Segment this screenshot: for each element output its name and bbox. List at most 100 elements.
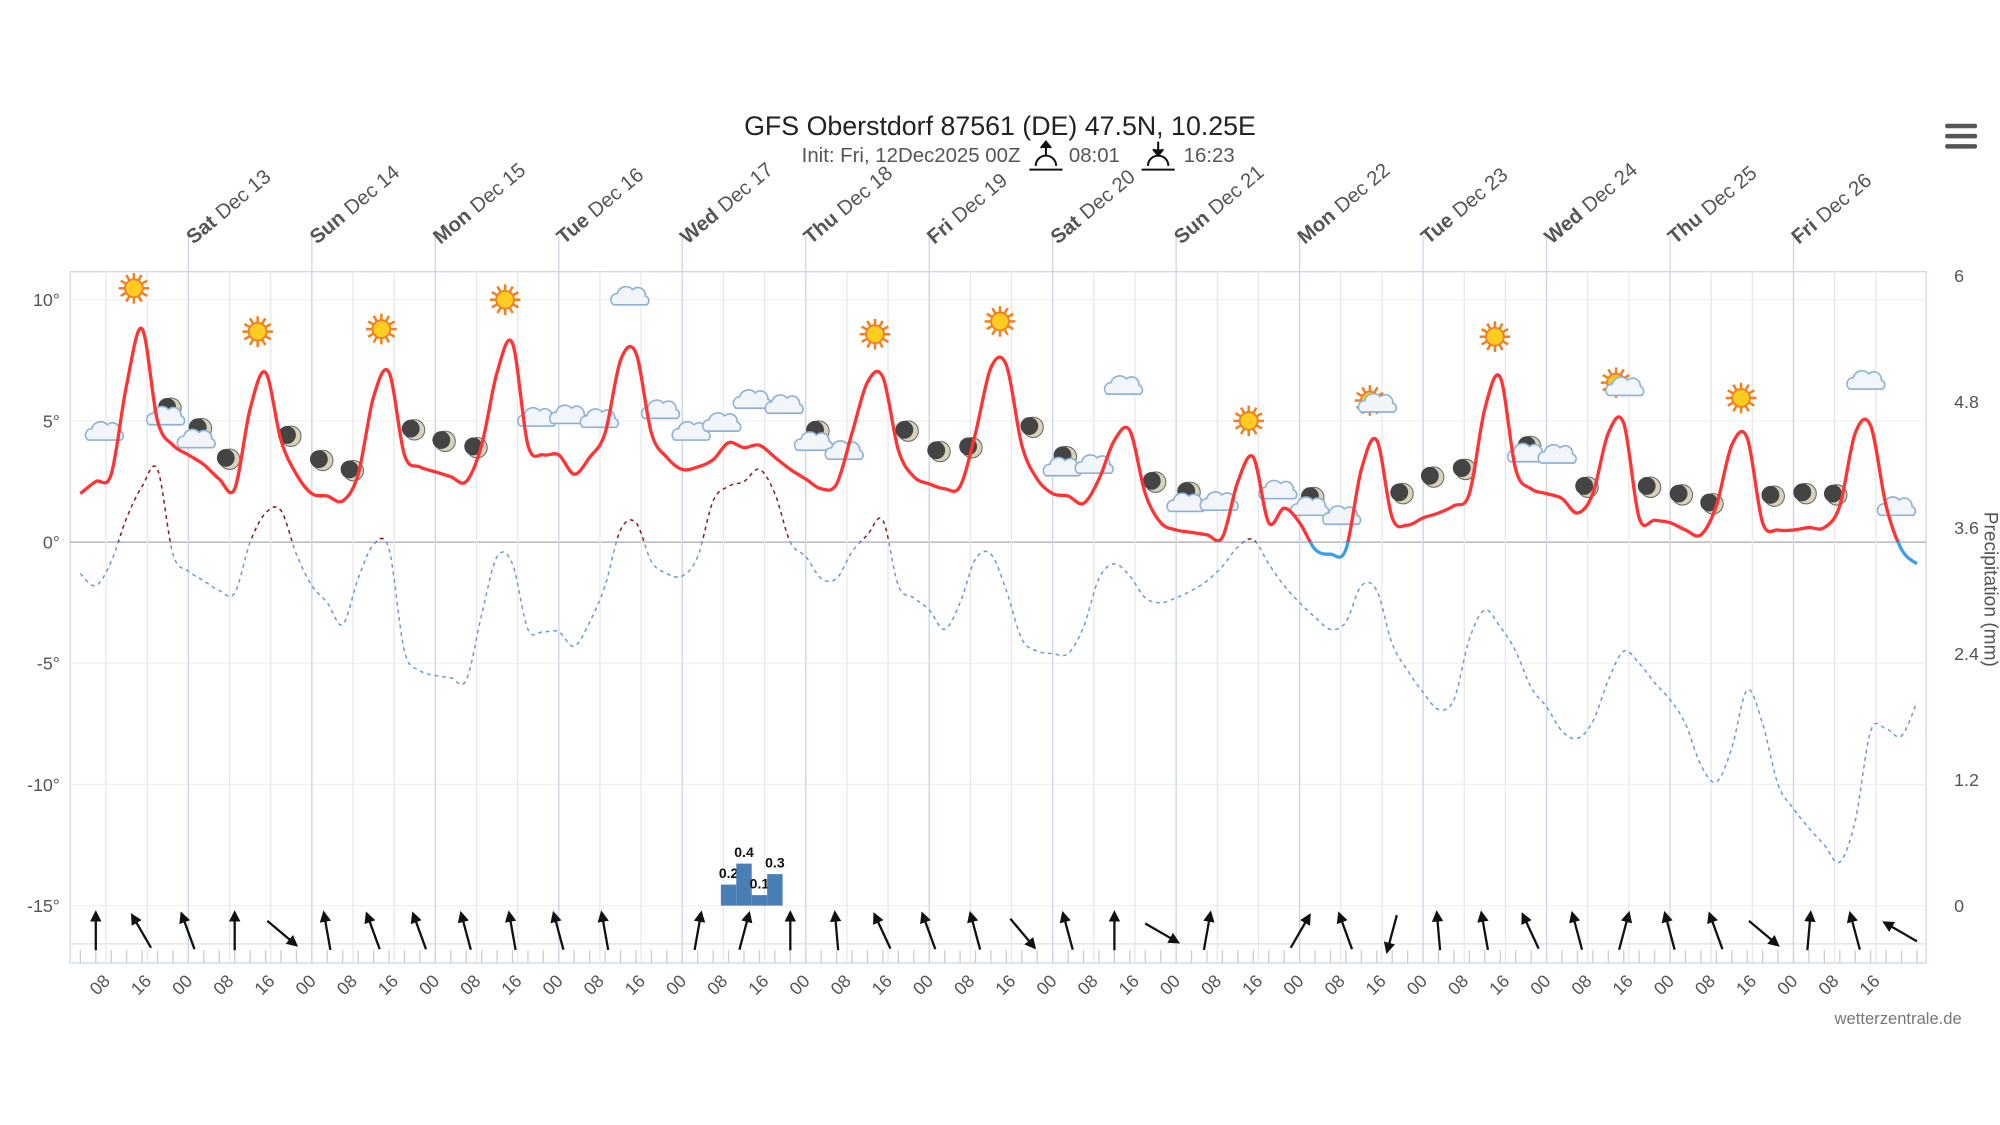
sun-ray (137, 295, 143, 303)
moon-icon (1020, 416, 1044, 439)
wind-arrow (179, 911, 196, 950)
cloud-shape (671, 420, 711, 441)
sun-ray (1498, 343, 1504, 351)
sun-disc (990, 311, 1010, 332)
sun-disc (371, 319, 392, 339)
cloud-shape (1289, 496, 1330, 517)
precip-label: 0.2 (719, 865, 739, 881)
cloud-icon (640, 399, 681, 420)
cloud-icon (84, 420, 125, 441)
sun-icon (242, 316, 273, 347)
sun-ray (866, 320, 872, 328)
sun-ray (986, 324, 993, 331)
precip-bar (751, 895, 768, 906)
moon-shadow (1575, 477, 1594, 495)
wind-arrow (920, 911, 937, 950)
wind-arrow (1846, 910, 1861, 950)
cloud-shape (1605, 376, 1645, 397)
sun-disc (1731, 388, 1751, 408)
sun-ray (882, 337, 889, 343)
sun-ray (1732, 384, 1738, 391)
cloud-shape (732, 389, 773, 409)
sun-icon (366, 313, 397, 345)
cloud-shape (1103, 375, 1144, 395)
sun-ray (1732, 405, 1738, 412)
cloud-icon (793, 431, 834, 452)
cloud-shape (1846, 369, 1886, 390)
moon-icon (1669, 484, 1694, 506)
cloud-icon (1199, 491, 1239, 512)
cloud-icon (701, 412, 742, 432)
sun-ray (264, 334, 272, 341)
sun-ray (1486, 343, 1492, 351)
wind-arrow (1009, 917, 1037, 950)
moon-icon (278, 425, 302, 447)
wind-arrow (457, 910, 472, 950)
moon-shadow (464, 437, 483, 456)
cloud-icon (732, 389, 773, 409)
cloud-icon (1289, 496, 1330, 517)
wind-arrow (1617, 910, 1633, 950)
moon-shadow (1142, 471, 1161, 490)
cloud-shape (1199, 491, 1239, 512)
sun-disc (495, 289, 515, 310)
sun-ray (248, 338, 255, 346)
y-tick-label: 5° (43, 411, 60, 431)
cloud-shape (1537, 443, 1577, 464)
moon-shadow (1420, 466, 1439, 485)
sun-ray (1373, 386, 1379, 394)
sun-ray (1234, 424, 1242, 430)
sun-ray (384, 315, 391, 322)
moon-icon (1761, 485, 1785, 507)
cloud-shape (84, 420, 125, 441)
sun-ray (137, 274, 143, 282)
wind-arrow (597, 910, 610, 951)
cloud-shape (764, 394, 804, 415)
wind-arrow (1569, 910, 1584, 950)
y-tick-label: 0° (43, 532, 60, 552)
moon-shadow (340, 460, 359, 479)
cloud-icon (671, 420, 711, 441)
sun-ray (120, 279, 127, 285)
sun-ray (372, 315, 379, 322)
sun-ray (1727, 389, 1734, 395)
moon-shadow (1700, 493, 1719, 512)
sun-ray (512, 303, 519, 309)
moon-shadow (1669, 484, 1688, 503)
moon-icon (1793, 482, 1817, 505)
sun-ray (1239, 428, 1246, 435)
sun-disc (124, 278, 144, 299)
wind-arrow (1144, 922, 1181, 944)
sun-ray (388, 332, 396, 338)
precip-bar (720, 884, 737, 906)
sun-ray (384, 336, 391, 343)
sun-ray (1602, 373, 1609, 380)
y2-tick-label: 3.6 (1954, 518, 1979, 538)
menu-button[interactable] (1945, 123, 1978, 149)
moon-icon (1142, 471, 1167, 493)
sun-ray (1239, 407, 1246, 414)
sun-icon (859, 318, 891, 350)
sun-ray (878, 341, 884, 349)
moon-shadow (1452, 459, 1471, 478)
sunset-icon (1141, 141, 1175, 171)
cloud-icon (610, 285, 650, 306)
cloud-shape (824, 440, 864, 461)
y2-tick-label: 6 (1954, 266, 1964, 286)
cloud-icon (824, 440, 864, 461)
wind-arrow (364, 911, 381, 950)
sun-ray (491, 303, 499, 309)
cloud-shape (176, 428, 216, 449)
sun-ray (367, 320, 375, 326)
sun-ray (1003, 328, 1009, 336)
moon-shadow (401, 419, 420, 438)
cloud-icon (1605, 376, 1645, 397)
sun-ray (141, 279, 148, 285)
sun-ray (1727, 401, 1734, 407)
sun-ray (1356, 391, 1363, 398)
sun-ray (261, 317, 267, 325)
chart-title: GFS Oberstdorf 87561 (DE) 47.5N, 10.25E (744, 111, 1256, 141)
sun-ray (1234, 412, 1242, 418)
sun-ray (861, 337, 868, 343)
